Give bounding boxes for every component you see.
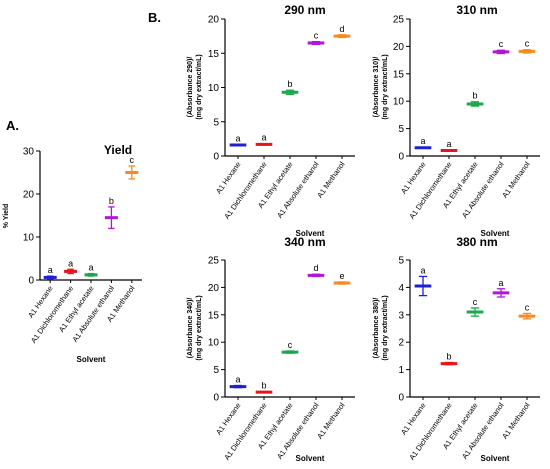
y-tick-label: 20 (393, 42, 405, 53)
x-tick-label: A1 Hexane (399, 401, 428, 437)
chart-title: 380 nm (456, 235, 497, 249)
significance-letter: a (498, 278, 503, 288)
y-tick-label: 25 (393, 15, 405, 26)
x-tick-label: A1 Hexane (214, 160, 243, 196)
significance-letter: c (525, 39, 530, 49)
y-axis-label: (Absorbance 340)/(mg dry extract/mL) (187, 295, 203, 360)
significance-letter: c (499, 39, 504, 49)
y-tick-label: 10 (23, 233, 35, 244)
x-axis-label: Solvent (77, 355, 106, 364)
significance-letter: c (525, 302, 530, 312)
x-axis-label: Solvent (296, 229, 325, 238)
significance-letter: c (288, 340, 293, 350)
y-tick-label: 1 (398, 365, 404, 376)
x-axis-label: Solvent (481, 229, 510, 238)
y-tick-label: 5 (398, 124, 404, 135)
y-tick-label: 5 (213, 117, 219, 128)
significance-letter: b (109, 196, 114, 206)
significance-letter: e (339, 271, 344, 281)
significance-letter: a (446, 139, 451, 149)
y-tick-label: 5 (398, 256, 404, 267)
y-tick-label: 5 (213, 365, 219, 376)
y-tick-label: 2 (398, 338, 404, 349)
x-tick-label: A1 Hexane (399, 160, 428, 196)
y-tick-label: 25 (208, 256, 220, 267)
significance-letter: b (472, 91, 477, 101)
y-tick-label: 20 (208, 283, 220, 294)
y-tick-label: 10 (393, 97, 405, 108)
significance-letter: a (88, 263, 93, 273)
y-tick-label: 15 (208, 49, 220, 60)
significance-letter: b (261, 381, 266, 391)
y-axis-label: (Absorbance 290)/(mg dry extract/mL) (187, 54, 203, 119)
significance-letter: a (235, 133, 240, 143)
y-tick-label: 30 (23, 147, 35, 158)
significance-letter: d (313, 263, 318, 273)
y-tick-label: 0 (28, 276, 34, 287)
y-tick-label: 15 (393, 69, 405, 80)
significance-letter: c (473, 297, 478, 307)
chart-title: 290 nm (284, 3, 325, 17)
x-axis-label: Solvent (481, 454, 510, 463)
y-axis-label: (Absorbance 380)/(mg dry extract/mL) (373, 295, 389, 360)
y-tick-label: 0 (398, 393, 404, 404)
significance-letter: c (130, 155, 135, 165)
chart-nm380: 380 nm 0 1 2 3 4 5 (Absorbance 380)/(mg dry ext… (373, 235, 540, 463)
significance-letter: a (420, 265, 425, 275)
y-tick-label: 10 (208, 83, 220, 94)
chart-nm290: 290 nm 0 5 10 15 20 (Absorbance 290)/(mg dry e… (187, 3, 355, 238)
y-tick-label: 3 (398, 310, 404, 321)
x-axis-label: Solvent (296, 454, 325, 463)
y-axis-label: % Yield (3, 204, 10, 229)
y-axis-label: (Absorbance 310)/(mg dry extract/mL) (373, 54, 389, 119)
significance-letter: a (48, 265, 53, 275)
significance-letter: b (287, 79, 292, 89)
significance-letter: d (339, 24, 344, 34)
significance-letter: a (261, 133, 266, 143)
y-tick-label: 15 (208, 310, 220, 321)
significance-letter: a (420, 136, 425, 146)
y-tick-label: 20 (23, 190, 35, 201)
significance-letter: a (68, 258, 73, 268)
y-tick-label: 0 (213, 152, 219, 163)
y-tick-label: 10 (208, 338, 220, 349)
chart-title: 310 nm (456, 3, 497, 17)
x-tick-label: A1 Hexane (214, 401, 243, 437)
y-tick-label: 20 (208, 15, 220, 26)
panel-label-a: A. (6, 118, 19, 133)
chart-title: Yield (104, 143, 132, 157)
y-tick-label: 0 (398, 152, 404, 163)
chart-nm310: 310 nm 0 5 10 15 20 25 (Absorbance 310)/(mg dry… (373, 3, 540, 238)
chart-title: 340 nm (284, 235, 325, 249)
y-tick-label: 0 (213, 393, 219, 404)
significance-letter: a (235, 374, 240, 384)
chart-nm340: 340 nm 0 5 10 15 20 25 (Absorbance 340)/(mg dry… (187, 235, 355, 463)
panel-label-b: B. (148, 10, 161, 25)
significance-letter: b (446, 351, 451, 361)
significance-letter: c (314, 31, 319, 41)
y-tick-label: 4 (398, 283, 404, 294)
